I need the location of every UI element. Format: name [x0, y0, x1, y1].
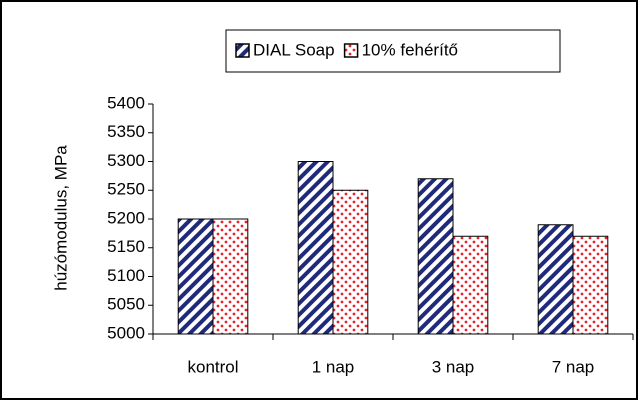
- y-tick-label: 5350: [107, 122, 145, 141]
- legend-label: 10% fehérítő: [362, 40, 458, 59]
- y-tick-label: 5250: [107, 180, 145, 199]
- x-tick-label: 7 nap: [552, 357, 595, 376]
- legend-swatch: [343, 43, 359, 58]
- bar: [212, 218, 249, 335]
- y-tick-label: 5100: [107, 266, 145, 285]
- bar: [572, 235, 609, 335]
- bar: [332, 189, 369, 335]
- y-tick-label: 5150: [107, 237, 145, 256]
- y-tick-label: 5050: [107, 295, 145, 314]
- y-axis-label: húzómodulus, MPa: [51, 145, 70, 291]
- legend-box: [225, 29, 561, 73]
- x-tick-label: 1 nap: [312, 357, 355, 376]
- y-tick-label: 5000: [107, 323, 145, 342]
- x-tick-label: kontrol: [187, 357, 238, 376]
- bar: [297, 161, 334, 335]
- bar: [452, 235, 489, 335]
- legend-label: DIAL Soap: [253, 40, 335, 59]
- bar: [177, 218, 214, 335]
- y-tick-label: 5300: [107, 151, 145, 170]
- legend-swatch: [235, 43, 250, 58]
- y-tick-label: 5400: [107, 93, 145, 112]
- bar: [417, 178, 454, 335]
- x-tick-label: 3 nap: [432, 357, 475, 376]
- y-tick-label: 5200: [107, 208, 145, 227]
- bar: [537, 224, 574, 335]
